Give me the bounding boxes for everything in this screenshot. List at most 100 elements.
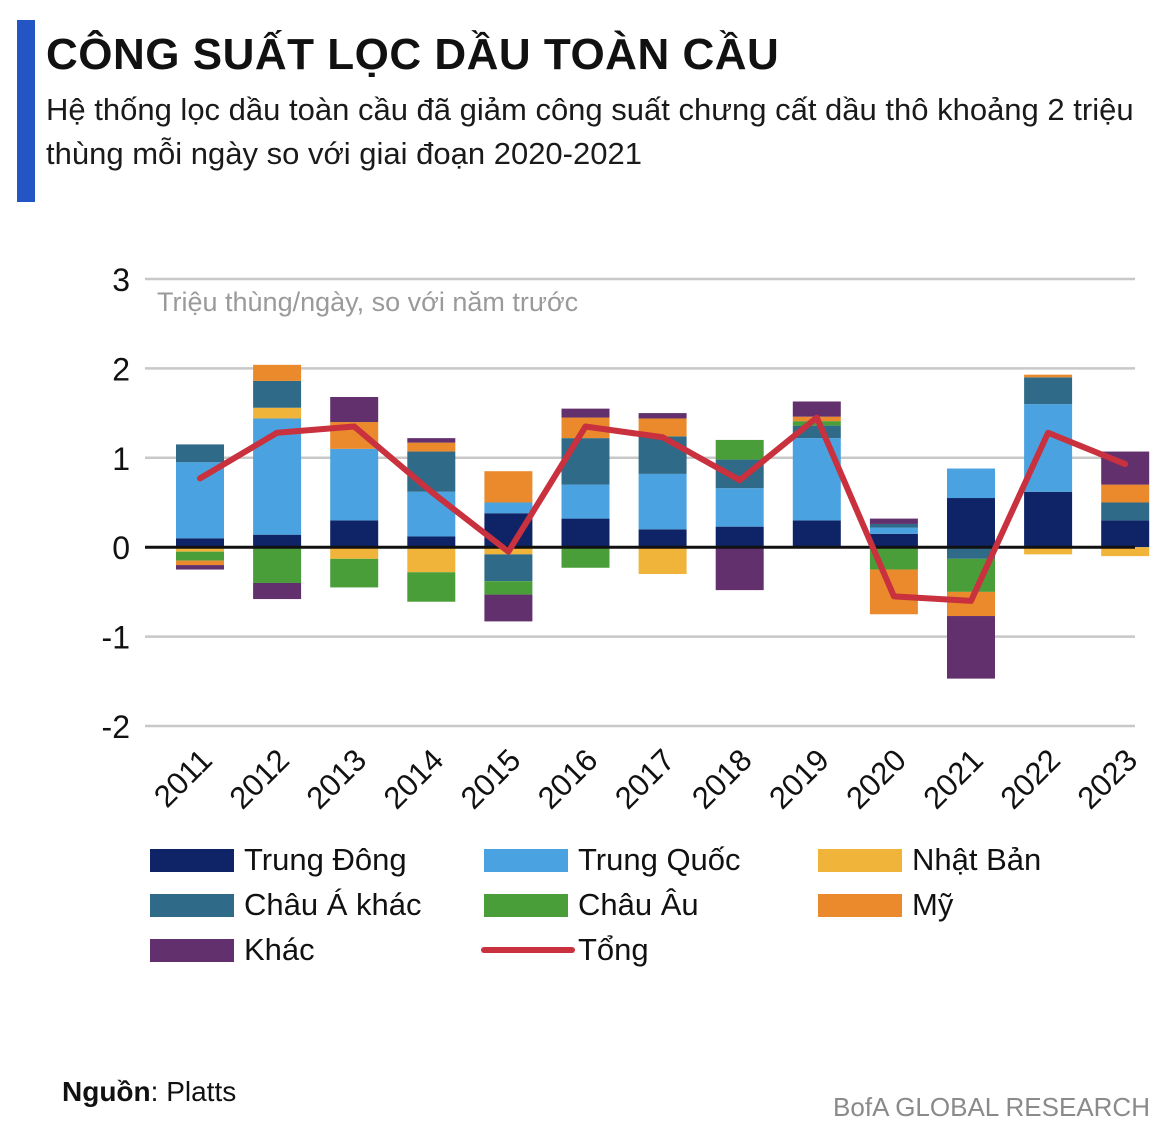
bar-segment [407, 438, 456, 443]
bar-segment [947, 498, 995, 548]
x-tick-label: 2012 [223, 742, 297, 816]
x-tick-label: 2017 [608, 742, 682, 816]
legend-label: Châu Á khác [244, 887, 422, 922]
bar-segment [1024, 491, 1073, 548]
bar-segment [947, 616, 995, 679]
legend-label: Châu Âu [578, 887, 699, 922]
brand-credit: BofA GLOBAL RESEARCH [833, 1092, 1150, 1122]
x-tick-label: 2014 [377, 742, 451, 816]
bar-segment [253, 582, 302, 600]
bar-segment [484, 554, 533, 582]
bar-segment [638, 413, 687, 419]
bar-segment [176, 538, 224, 548]
source-note: Nguồn: Platts [62, 1076, 236, 1108]
bar-segment [715, 526, 764, 548]
accent-bar [17, 20, 35, 202]
y-tick-label: 3 [112, 262, 130, 298]
bar-segment [484, 502, 533, 514]
y-axis-unit-label: Triệu thùng/ngày, so với năm trước [157, 287, 578, 317]
bar-segment [484, 594, 533, 622]
bar-segment [176, 462, 224, 539]
bar-segment [638, 529, 687, 548]
bar-segment [638, 473, 687, 530]
y-tick-label: -1 [102, 620, 130, 656]
y-tick-label: 1 [112, 441, 130, 477]
legend-label: Nhật Bản [912, 842, 1041, 877]
legend-swatch [484, 894, 568, 917]
x-tick-label: 2023 [1071, 742, 1145, 816]
bar-segment [869, 533, 918, 548]
bar-segment [869, 518, 918, 524]
bar-segment [561, 547, 610, 568]
bar-segment [484, 581, 533, 595]
bar-segment [561, 518, 610, 548]
bar-segment [253, 380, 302, 408]
source-label: Nguồn [62, 1076, 151, 1107]
bar-segment [330, 547, 379, 559]
bar-segment [253, 547, 302, 583]
bar-segment [484, 471, 533, 503]
bar-segment [407, 536, 456, 548]
legend-label: Khác [244, 932, 315, 967]
y-tick-label: -2 [102, 709, 130, 745]
legend-label: Tổng [578, 932, 649, 967]
bar-segment [253, 407, 302, 419]
legend-label: Trung Quốc [578, 842, 741, 877]
page-title: CÔNG SUẤT LỌC DẦU TOÀN CẦU [46, 30, 780, 79]
bar-segment [947, 547, 995, 559]
bar-segment [176, 444, 224, 463]
bar-segment [638, 547, 687, 575]
bar-segment [330, 448, 379, 521]
bar-segment [330, 520, 379, 548]
bar-segment [792, 401, 841, 417]
bar-segment [947, 468, 995, 499]
bar-segment [253, 364, 302, 381]
legend-swatch [484, 849, 568, 872]
bar-segment [792, 520, 841, 548]
bar-segment [638, 436, 687, 474]
bar-segment [253, 534, 302, 548]
bar-segment [407, 451, 456, 492]
legend-swatch [150, 939, 234, 962]
bar-segment [561, 408, 610, 418]
bar-segment [407, 547, 456, 573]
bar-segment [1101, 502, 1150, 521]
bar-segment [561, 484, 610, 519]
legend-swatch [150, 849, 234, 872]
x-tick-label: 2011 [147, 742, 219, 814]
x-tick-label: 2013 [300, 742, 374, 816]
bar-segment [1024, 377, 1073, 405]
x-tick-label: 2019 [762, 742, 836, 816]
bar-segment [253, 418, 302, 535]
legend-swatch [818, 849, 902, 872]
x-tick-label: 2015 [454, 742, 528, 816]
bar-segment [330, 397, 379, 423]
bar-segment [715, 488, 764, 527]
bar-segment [638, 418, 687, 437]
bar-segment [715, 547, 764, 591]
bar-segment [1101, 484, 1150, 503]
x-tick-label: 2018 [685, 742, 759, 816]
bar-segment [1101, 547, 1150, 557]
bar-segment [869, 523, 918, 528]
bar-segment [1024, 547, 1073, 555]
legend-swatch [818, 894, 902, 917]
bar-segment [407, 442, 456, 452]
legend-swatch [150, 894, 234, 917]
bar-segment [561, 438, 610, 485]
bar-segment [176, 560, 224, 566]
bar-segment [407, 491, 456, 537]
legend-label: Mỹ [912, 887, 954, 922]
y-tick-label: 2 [112, 351, 130, 387]
bar-segment [176, 551, 224, 561]
y-tick-label: 0 [112, 530, 130, 566]
legend-label: Trung Đông [244, 842, 407, 877]
total-line [197, 414, 1129, 604]
bar-segment [869, 527, 918, 534]
bar-segment [1024, 404, 1073, 492]
bar-segment [176, 547, 224, 552]
bar-segment [1024, 374, 1073, 378]
x-tick-label: 2016 [531, 742, 605, 816]
bar-segment [407, 572, 456, 602]
